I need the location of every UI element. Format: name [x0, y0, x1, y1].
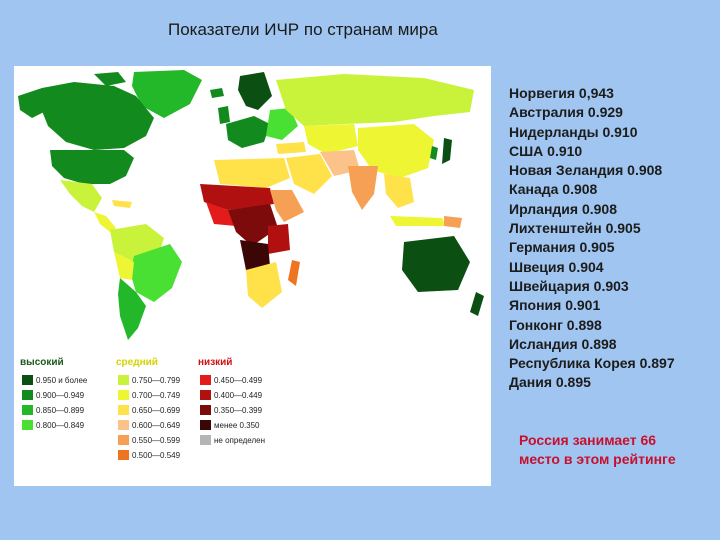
map-eastern-europe — [266, 108, 298, 140]
legend-item: 0.850—0.899 — [22, 405, 84, 416]
legend-item: 0.550—0.599 — [118, 435, 180, 446]
ranking-row: Лихтенштейн 0.905 — [509, 220, 641, 237]
legend-swatch — [118, 390, 129, 400]
legend-swatch — [118, 450, 129, 460]
legend-item: 0.750—0.799 — [118, 375, 180, 386]
map-korea — [430, 146, 438, 160]
legend-swatch — [200, 375, 211, 385]
ranking-row: Ирландия 0.908 — [509, 200, 617, 217]
map-arctic-islands — [94, 72, 126, 86]
map-uk — [218, 106, 230, 124]
ranking-row: Швеция 0.904 — [509, 258, 604, 275]
legend-item: менее 0.350 — [200, 420, 260, 431]
world-map — [18, 70, 484, 340]
map-usa — [50, 150, 134, 184]
legend-heading-medium: средний — [116, 357, 158, 368]
legend-item: 0.950 и более — [22, 375, 87, 386]
map-east-africa — [268, 224, 290, 254]
map-horn-africa — [270, 190, 304, 222]
map-angola — [240, 240, 270, 270]
map-caribbean — [112, 200, 132, 208]
ranking-row: Новая Зеландия 0.908 — [509, 162, 663, 179]
ranking-row: Швейцария 0.903 — [509, 277, 629, 294]
russia-rank-note: Россия занимает 66 место в этом рейтинге — [519, 432, 676, 467]
legend-heading-high: высокий — [20, 357, 64, 368]
ranking-row: Германия 0.905 — [509, 239, 615, 256]
map-sahel — [200, 184, 274, 210]
legend-swatch — [22, 420, 33, 430]
legend-heading-low: низкий — [198, 357, 233, 368]
map-middle-east — [286, 154, 332, 194]
map-western-europe — [226, 116, 270, 148]
map-central-america — [94, 212, 116, 232]
map-alaska — [18, 88, 48, 118]
ranking-row: Нидерланды 0.910 — [509, 123, 638, 140]
legend-swatch — [22, 375, 33, 385]
legend-swatch — [200, 435, 211, 445]
map-scandinavia — [238, 72, 272, 110]
legend-swatch — [200, 405, 211, 415]
map-new-zealand — [470, 292, 484, 316]
map-india — [348, 166, 378, 210]
legend-item: 0.600—0.649 — [118, 420, 180, 431]
map-west-africa — [206, 202, 236, 226]
page-title: Показатели ИЧР по странам мира — [168, 20, 438, 39]
hdi-ranking-list: Норвегия 0,943 Австралия 0.929 Нидерланд… — [509, 84, 675, 393]
ranking-row: Гонконг 0.898 — [509, 316, 602, 333]
legend-swatch — [200, 390, 211, 400]
map-madagascar — [288, 260, 300, 286]
legend-item: 0.650—0.699 — [118, 405, 180, 416]
map-southeast-asia — [384, 174, 414, 208]
legend-swatch — [118, 435, 129, 445]
map-indonesia — [390, 216, 446, 226]
ranking-row: Исландия 0.898 — [509, 335, 617, 352]
ranking-row: Япония 0.901 — [509, 297, 601, 314]
map-brazil — [130, 244, 182, 302]
ranking-row: Дания 0.895 — [509, 374, 591, 391]
map-papua — [444, 216, 462, 228]
legend-item: 0.700—0.749 — [118, 390, 180, 401]
legend-swatch — [22, 390, 33, 400]
legend-item: 0.900—0.949 — [22, 390, 84, 401]
ranking-row: Австралия 0.929 — [509, 104, 623, 121]
map-canada — [40, 82, 154, 150]
map-turkey — [276, 142, 306, 154]
world-map-panel: высокий средний низкий 0.950 и более 0.9… — [14, 66, 491, 486]
legend-swatch — [118, 420, 129, 430]
legend-item: 0.450—0.499 — [200, 375, 262, 386]
legend-swatch — [118, 405, 129, 415]
map-southern-cone — [118, 278, 146, 340]
legend-item: 0.350—0.399 — [200, 405, 262, 416]
map-iceland — [210, 88, 224, 98]
ranking-row: Канада 0.908 — [509, 181, 598, 198]
map-china — [358, 124, 434, 178]
ranking-row: США 0.910 — [509, 142, 583, 159]
map-north-africa — [214, 158, 290, 188]
legend-swatch — [22, 405, 33, 415]
legend-swatch — [200, 420, 211, 430]
legend-item: 0.500—0.549 — [118, 450, 180, 461]
map-legend: высокий средний низкий 0.950 и более 0.9… — [14, 351, 491, 486]
map-greenland — [132, 70, 202, 118]
map-andes — [114, 252, 134, 280]
legend-swatch — [118, 375, 129, 385]
map-southern-africa — [246, 262, 282, 308]
ranking-row: Республика Корея 0.897 — [509, 355, 675, 372]
ranking-row: Норвегия 0,943 — [509, 85, 614, 101]
legend-item: 0.400—0.449 — [200, 390, 262, 401]
map-japan — [442, 138, 452, 164]
legend-item: не определен — [200, 435, 265, 446]
map-central-africa — [228, 204, 278, 246]
legend-item: 0.800—0.849 — [22, 420, 84, 431]
map-russia — [276, 74, 474, 126]
map-central-asia — [304, 124, 358, 154]
map-australia — [402, 236, 470, 292]
map-mexico — [60, 180, 102, 212]
